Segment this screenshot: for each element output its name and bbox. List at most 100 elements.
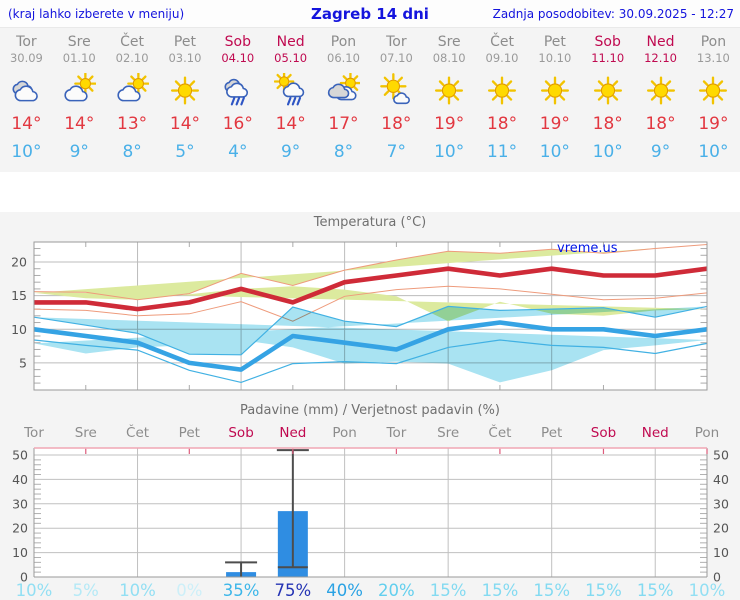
daily-forecast-strip: Tor Sre Čet Pet Sob Ned Pon Tor Sre Čet Pet Sob Ned P… (0, 28, 740, 172)
min-temperature: 10° (698, 142, 729, 162)
precip-day-label: Pet (179, 425, 200, 441)
precip-y-tick-label: 10 (713, 545, 729, 560)
min-temperature: 5° (175, 142, 195, 162)
day-date: 01.10 (62, 51, 96, 65)
precip-day-label: Sob (228, 425, 253, 441)
min-temperature: 9° (69, 142, 89, 162)
temp-y-tick-label: 5 (19, 355, 27, 370)
day-name: Pet (173, 34, 196, 50)
day-name: Ned (646, 34, 675, 50)
sunny-icon (423, 73, 476, 111)
location-hint: (kraj lahko izberete v meniju) (8, 7, 185, 21)
probability-label: 15% (637, 581, 674, 600)
day-date: 03.10 (168, 51, 202, 65)
precip-y-tick-label: 50 (713, 448, 729, 463)
probability-label: 0% (176, 581, 202, 600)
day-name: Tor (16, 34, 37, 50)
sunny-icon (634, 73, 687, 111)
precip-day-label: Pet (541, 425, 562, 441)
partly-icon (53, 72, 106, 111)
day-date: 12.10 (644, 51, 678, 65)
probability-label: 35% (223, 581, 260, 600)
sunny-icon (476, 73, 529, 111)
precip-day-label: Ned (642, 425, 669, 441)
sunny-icon (528, 73, 581, 111)
rain-icon (211, 73, 264, 111)
day-name: Čet (120, 34, 145, 50)
max-temperatures-row: 14° 14° 13° 14° 16° 14° 17° 18° 19° 18° 19° 18° 18° 1… (0, 114, 740, 134)
day-date: 06.10 (327, 51, 360, 65)
day-name: Pon (330, 34, 357, 50)
precipitation-chart: 0 0 10 10 20 20 30 30 40 40 50 50 Tor Sre Čet Pet Sob Ned… (12, 423, 729, 600)
day-date: 13.10 (696, 51, 730, 65)
day-date: 04.10 (221, 51, 255, 65)
min-temperature: 10° (592, 142, 623, 162)
precip-day-label: Pon (695, 425, 719, 441)
precip-day-label: Čet (126, 423, 149, 441)
temperature-chart-title: Temperatura (°C) (313, 215, 427, 230)
day-date: 08.10 (432, 51, 466, 65)
precip-day-label: Sre (75, 425, 97, 441)
day-dates-row: 30.09 01.10 02.10 03.10 04.10 05.10 06.10 07.10… (0, 51, 740, 65)
day-name: Sre (67, 34, 91, 50)
min-temperature: 7° (386, 142, 406, 162)
precip-y-tick-label: 20 (12, 521, 28, 536)
max-temperature: 18° (645, 114, 676, 134)
day-name: Sob (594, 34, 621, 50)
partly-icon (106, 72, 159, 111)
charts-section: Temperatura (°C) 5 10 15 20 vreme.us Padavi… (0, 212, 740, 600)
day-date: 11.10 (591, 51, 625, 65)
precip-y-tick-label: 50 (12, 448, 28, 463)
probability-label: 15% (482, 581, 519, 600)
day-date: 10.10 (538, 51, 572, 65)
min-temperature: 8° (122, 142, 142, 162)
precip-day-label: Sre (437, 425, 459, 441)
max-temperature: 14° (169, 114, 201, 134)
day-name: Pon (700, 34, 727, 50)
min-temperature: 9° (280, 142, 301, 162)
sunny-icon (581, 73, 634, 111)
day-date: 09.10 (485, 51, 519, 65)
max-temperature: 14° (275, 114, 306, 134)
day-name: Sre (437, 34, 461, 50)
precipitation-chart-title: Padavine (mm) / Verjetnost padavin (%) (240, 403, 500, 418)
weather-icons-row (0, 71, 740, 111)
probability-label: 15% (430, 581, 467, 600)
last-update: Zadnja posodobitev: 30.09.2025 - 12:27 (492, 7, 734, 21)
day-name: Čet (490, 34, 514, 50)
max-temperature: 17° (328, 114, 359, 134)
precip-day-label: Pon (332, 425, 356, 441)
probability-label: 40% (326, 581, 363, 600)
precip-y-tick-label: 40 (12, 472, 28, 487)
sunny-icon (159, 73, 212, 111)
sun-cloud-icon (370, 73, 423, 111)
max-temperature: 18° (381, 114, 412, 134)
day-name: Tor (386, 34, 407, 50)
min-temperatures-row: 10° 9° 8° 5° 4° 9° 8° 7° 10° 11° 10° 10° 9° 10° (0, 142, 740, 162)
max-temperature: 19° (539, 114, 570, 134)
probability-label: 10% (16, 581, 53, 600)
min-temperature: 4° (228, 142, 248, 162)
day-date: 30.09 (9, 51, 43, 65)
precip-y-tick-label: 40 (713, 472, 729, 487)
temp-y-tick-label: 20 (11, 255, 27, 270)
temperature-chart: 5 10 15 20 (11, 241, 708, 391)
max-temperature: 13° (117, 114, 148, 134)
min-temperature: 11° (486, 142, 518, 162)
page-title: Zagreb 14 dni (311, 5, 429, 23)
probability-label: 15% (585, 581, 622, 600)
cloud-sun-icon (317, 72, 370, 111)
precip-day-label: Ned (279, 425, 306, 441)
cloudy-icon (0, 73, 53, 111)
probability-label: 10% (119, 581, 156, 600)
min-temperature: 8° (333, 142, 354, 162)
day-date: 05.10 (274, 51, 308, 65)
vreme-us-watermark-link[interactable]: vreme.us (557, 241, 618, 256)
sun-rain-icon (264, 71, 317, 111)
day-date: 07.10 (379, 51, 413, 65)
day-names-row: Tor Sre Čet Pet Sob Ned Pon Tor Sre Čet Pet Sob Ned P… (0, 34, 740, 50)
day-name: Sob (224, 34, 251, 50)
precip-y-tick-label: 20 (713, 521, 729, 536)
max-temperature: 16° (222, 114, 253, 134)
precip-y-tick-label: 10 (12, 545, 28, 560)
